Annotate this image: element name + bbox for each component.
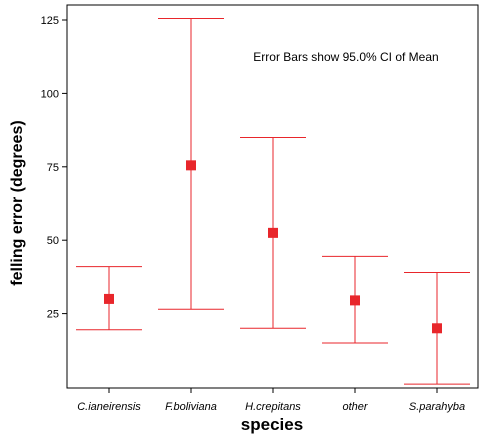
mean-marker [350, 295, 360, 306]
y-tick-label: 75 [47, 162, 59, 174]
x-axis-title: species [241, 415, 303, 434]
mean-marker [432, 323, 442, 334]
y-tick-label: 125 [41, 15, 59, 27]
mean-marker [268, 227, 278, 238]
x-tick-label: S.parahyba [409, 401, 465, 413]
y-tick-label: 25 [47, 309, 59, 321]
y-axis-ticks: 25 50 75 100 125 [41, 15, 67, 321]
x-tick-label: F.boliviana [165, 401, 217, 413]
x-tick-label: other [342, 401, 368, 413]
y-axis-title: felling error (degrees) [9, 120, 26, 285]
x-tick-label: C.ianeirensis [77, 401, 141, 413]
error-bar-series [76, 18, 470, 385]
mean-marker [104, 293, 114, 304]
y-tick-label: 100 [41, 88, 59, 100]
y-tick-label: 50 [47, 235, 59, 247]
x-axis-ticks: C.ianeirensis F.boliviana H.crepitans other… [77, 388, 465, 413]
x-tick-label: H.crepitans [245, 401, 301, 413]
mean-marker [186, 160, 196, 171]
ci-annotation: Error Bars show 95.0% CI of Mean [253, 50, 438, 64]
